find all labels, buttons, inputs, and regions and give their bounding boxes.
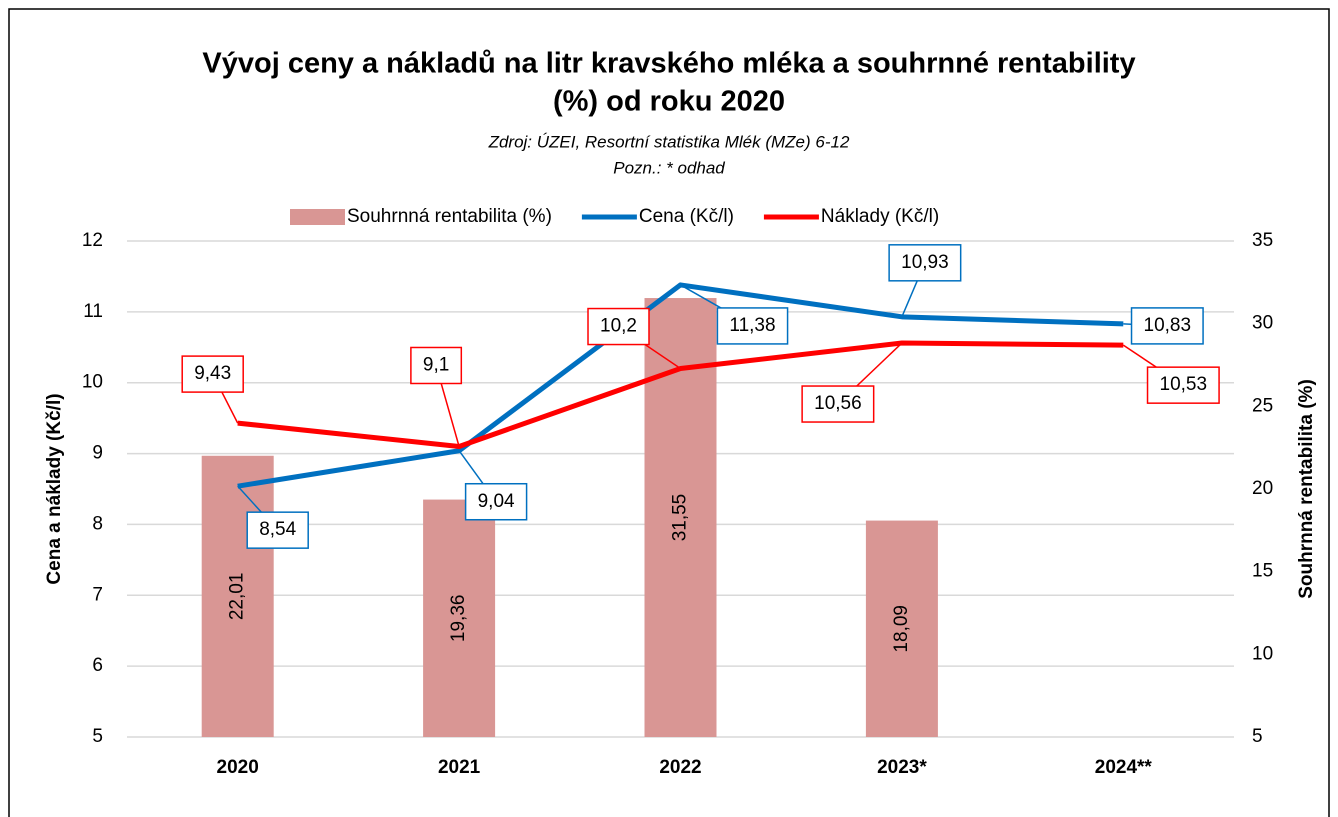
y2-tick-label: 10 [1252, 643, 1273, 664]
callout-box [464, 482, 528, 521]
callout-box [1146, 366, 1220, 404]
bar [644, 298, 717, 737]
y-tick-label: 9 [92, 443, 103, 464]
callout-box [1130, 307, 1204, 345]
y2-tick-label: 5 [1252, 726, 1263, 747]
bar-value-label: 31,55 [670, 494, 691, 542]
y-axis-label: Cena a náklady (Kč/l) [44, 393, 65, 584]
value-label: 8,54 [259, 519, 296, 540]
legend-label: Náklady (Kč/l) [821, 206, 939, 227]
value-label: 9,04 [478, 491, 515, 512]
bar-value-label: 22,01 [227, 573, 248, 621]
y2-tick-label: 30 [1252, 313, 1273, 334]
value-label: 10,53 [1160, 374, 1208, 395]
chart-title: (%) od roku 2020 [553, 86, 785, 118]
y-tick-label: 11 [83, 301, 103, 322]
callout-box [716, 307, 789, 345]
value-label: 9,43 [194, 363, 231, 384]
value-label: 11,38 [729, 315, 775, 336]
y2-tick-label: 20 [1252, 478, 1273, 499]
y2-tick-label: 25 [1252, 395, 1273, 416]
callout-box [246, 511, 309, 549]
value-label: 9,1 [423, 355, 449, 376]
callout-box [801, 385, 875, 423]
x-tick-label: 2023* [877, 757, 927, 778]
legend-swatch [290, 209, 345, 225]
y-tick-label: 7 [92, 584, 103, 605]
y2-tick-label: 15 [1252, 561, 1273, 582]
x-tick-label: 2022 [659, 757, 701, 778]
y-tick-label: 8 [92, 513, 103, 534]
callout-box [181, 355, 244, 393]
chart-note: Pozn.: * odhad [613, 158, 725, 177]
bar [865, 520, 938, 737]
x-tick-label: 2024** [1095, 757, 1153, 778]
y2-axis-label: Souhrnná rentabilita (%) [1296, 379, 1317, 599]
y2-tick-label: 35 [1252, 230, 1273, 251]
bar [423, 499, 496, 737]
callout-box [410, 346, 463, 385]
bar [201, 455, 274, 737]
x-tick-label: 2020 [217, 757, 259, 778]
callout-box [587, 307, 650, 346]
x-tick-label: 2021 [438, 757, 481, 778]
value-label: 10,2 [600, 316, 637, 337]
value-label: 10,56 [814, 393, 862, 414]
value-label: 10,83 [1144, 315, 1192, 336]
bar-value-label: 19,36 [448, 595, 469, 643]
y-tick-label: 10 [82, 372, 103, 393]
legend-label: Souhrnná rentabilita (%) [347, 206, 552, 227]
y-tick-label: 6 [92, 655, 103, 676]
chart-title: Vývoj ceny a nákladů na litr kravského m… [202, 48, 1135, 80]
y-tick-label: 12 [82, 230, 103, 251]
chart-subtitle: Zdroj: ÚZEI, Resortní statistika Mlék (M… [488, 132, 850, 151]
bar-value-label: 18,09 [891, 605, 912, 653]
legend-label: Cena (Kč/l) [639, 206, 734, 227]
value-label: 10,93 [901, 252, 949, 273]
y-tick-label: 5 [92, 726, 103, 747]
callout-box [888, 244, 962, 282]
